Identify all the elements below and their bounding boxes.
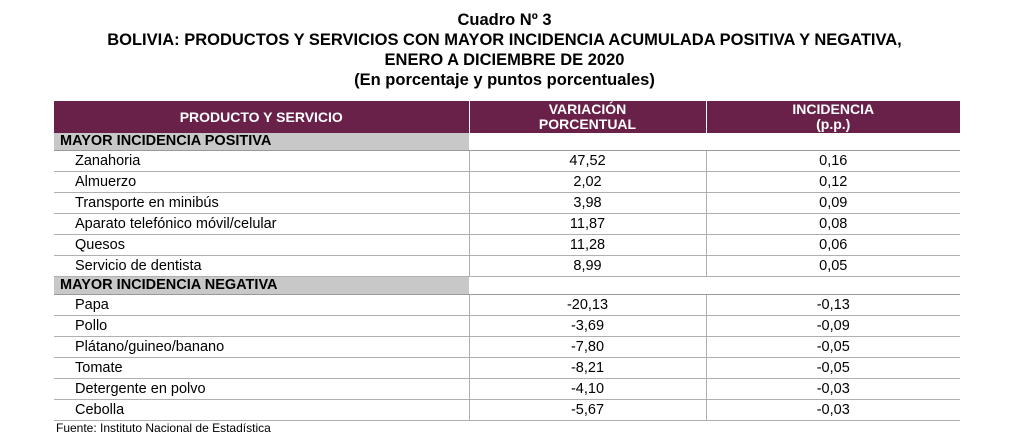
header-variation-line2: PORCENTUAL <box>538 116 637 132</box>
incidence-cell: -0,13 <box>706 294 960 316</box>
incidence-cell: -0,05 <box>706 357 960 379</box>
table-row: Almuerzo 2,02 0,12 <box>54 171 960 193</box>
table-number: Cuadro Nº 3 <box>457 11 552 29</box>
header-incidence: INCIDENCIA (p.p.) <box>706 101 960 133</box>
incidence-cell: 0,09 <box>706 192 960 214</box>
header-variation: VARIACIÓN PORCENTUAL <box>469 101 707 133</box>
variation-cell: 2,02 <box>469 171 707 193</box>
incidence-cell: 0,16 <box>706 150 960 172</box>
variation-cell: 47,52 <box>469 150 707 172</box>
header-incidence-line2: (p.p.) <box>816 116 851 132</box>
incidence-cell: 0,05 <box>706 255 960 277</box>
table-row: Pollo -3,69 -0,09 <box>54 315 960 337</box>
header-product-label: PRODUCTO Y SERVICIO <box>179 108 343 125</box>
table-units: (En porcentaje y puntos porcentuales) <box>354 71 655 89</box>
header-variation-line1: VARIACIÓN <box>548 101 627 117</box>
product-cell: Quesos <box>54 234 470 256</box>
variation-cell: 3,98 <box>469 192 707 214</box>
table-title-block: Cuadro Nº 3 BOLIVIA: PRODUCTOS Y SERVICI… <box>0 10 1009 90</box>
variation-cell: 11,28 <box>469 234 707 256</box>
product-cell: Detergente en polvo <box>54 378 470 400</box>
incidence-cell: -0,09 <box>706 315 960 337</box>
product-cell: Pollo <box>54 315 470 337</box>
incidence-table: PRODUCTO Y SERVICIO VARIACIÓN PORCENTUAL… <box>54 101 960 421</box>
product-cell: Zanahoria <box>54 150 470 172</box>
product-cell: Aparato telefónico móvil/celular <box>54 213 470 235</box>
variation-cell: -7,80 <box>469 336 707 358</box>
table-row: Tomate -8,21 -0,05 <box>54 357 960 379</box>
variation-cell: 11,87 <box>469 213 707 235</box>
source-note: Fuente: Instituto Nacional de Estadístic… <box>56 421 271 435</box>
header-incidence-line1: INCIDENCIA <box>792 101 875 117</box>
product-cell: Almuerzo <box>54 171 470 193</box>
section-row-positive: MAYOR INCIDENCIA POSITIVA <box>54 133 960 151</box>
incidence-cell: -0,03 <box>706 378 960 400</box>
product-cell: Tomate <box>54 357 470 379</box>
table-period: ENERO A DICIEMBRE DE 2020 <box>384 51 625 69</box>
product-cell: Servicio de dentista <box>54 255 470 277</box>
variation-cell: -20,13 <box>469 294 707 316</box>
variation-cell: -5,67 <box>469 399 707 421</box>
incidence-cell: 0,12 <box>706 171 960 193</box>
table-title: BOLIVIA: PRODUCTOS Y SERVICIOS CON MAYOR… <box>107 31 902 49</box>
table-header-row: PRODUCTO Y SERVICIO VARIACIÓN PORCENTUAL… <box>54 101 960 133</box>
product-cell: Papa <box>54 294 470 316</box>
incidence-cell: -0,05 <box>706 336 960 358</box>
table-row: Servicio de dentista 8,99 0,05 <box>54 255 960 277</box>
incidence-cell: 0,08 <box>706 213 960 235</box>
table-row: Plátano/guineo/banano -7,80 -0,05 <box>54 336 960 358</box>
table-row: Transporte en minibús 3,98 0,09 <box>54 192 960 214</box>
incidence-cell: 0,06 <box>706 234 960 256</box>
header-product: PRODUCTO Y SERVICIO <box>54 101 470 133</box>
product-cell: Cebolla <box>54 399 470 421</box>
table-row: Zanahoria 47,52 0,16 <box>54 150 960 172</box>
table-row: Aparato telefónico móvil/celular 11,87 0… <box>54 213 960 235</box>
section-label-negative: MAYOR INCIDENCIA NEGATIVA <box>54 276 469 295</box>
product-cell: Plátano/guineo/banano <box>54 336 470 358</box>
product-cell: Transporte en minibús <box>54 192 470 214</box>
variation-cell: 8,99 <box>469 255 707 277</box>
table-row: Papa -20,13 -0,13 <box>54 294 960 316</box>
table-row: Quesos 11,28 0,06 <box>54 234 960 256</box>
variation-cell: -4,10 <box>469 378 707 400</box>
incidence-cell: -0,03 <box>706 399 960 421</box>
table-row: Cebolla -5,67 -0,03 <box>54 399 960 421</box>
table-row: Detergente en polvo -4,10 -0,03 <box>54 378 960 400</box>
variation-cell: -3,69 <box>469 315 707 337</box>
variation-cell: -8,21 <box>469 357 707 379</box>
section-label-positive: MAYOR INCIDENCIA POSITIVA <box>54 133 469 151</box>
section-row-negative: MAYOR INCIDENCIA NEGATIVA <box>54 276 960 295</box>
